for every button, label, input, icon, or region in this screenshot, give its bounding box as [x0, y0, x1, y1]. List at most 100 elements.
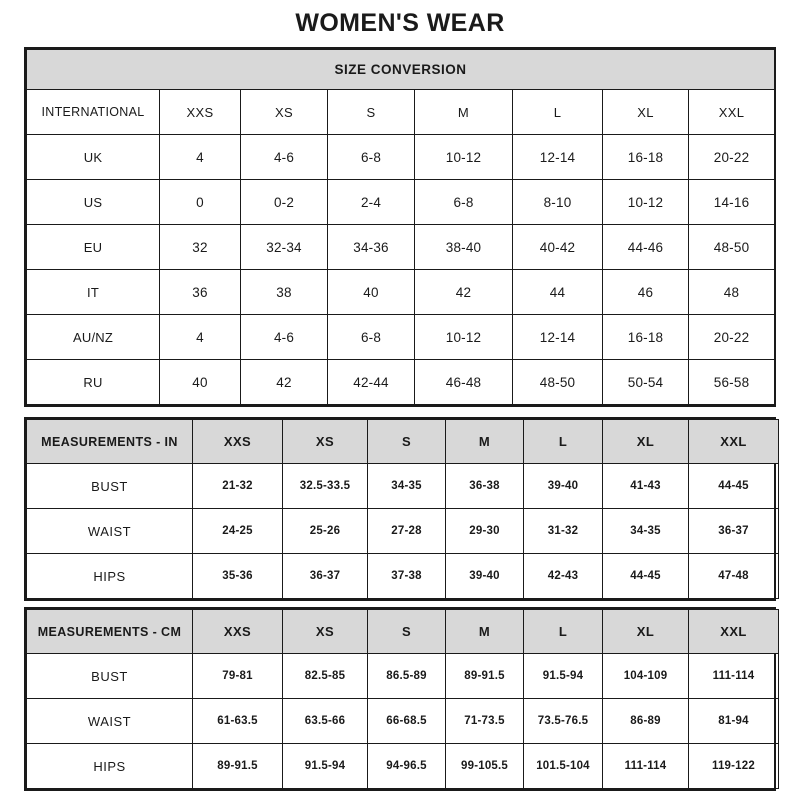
- cell: 10-12: [414, 134, 513, 180]
- cell: 4: [159, 134, 241, 180]
- cell: 82.5-85: [282, 653, 368, 699]
- row-label: HIPS: [26, 743, 193, 789]
- header-size-l: L: [523, 419, 603, 464]
- cell: 32.5-33.5: [282, 463, 368, 509]
- page-title: WOMEN'S WEAR: [295, 9, 505, 37]
- table-row: EU 32 32-34 34-36 38-40 40-42 44-46 48-5…: [26, 224, 776, 270]
- cell: 81-94: [688, 698, 779, 744]
- row-label: UK: [26, 134, 160, 180]
- row-label: HIPS: [26, 553, 193, 599]
- cell: 20-22: [687, 314, 776, 360]
- header-size-xxl: XXL: [688, 419, 779, 464]
- cell: 61-63.5: [192, 698, 283, 744]
- table-row: BUST 79-81 82.5-85 86.5-89 89-91.5 91.5-…: [26, 653, 779, 699]
- cell: 38-40: [414, 224, 513, 270]
- cell: 16-18: [602, 314, 689, 360]
- header-size-xxs: XXS: [159, 89, 241, 135]
- cell: 36-37: [282, 553, 368, 599]
- table-row: UK 4 4-6 6-8 10-12 12-14 16-18 20-22: [26, 134, 776, 180]
- row-label: RU: [26, 359, 160, 405]
- cell: 71-73.5: [445, 698, 524, 744]
- header-size-xl: XL: [602, 419, 689, 464]
- cell: 89-91.5: [192, 743, 283, 789]
- measurements-centimeters-table: MEASUREMENTS - CM XXS XS S M L XL XXL BU…: [24, 607, 779, 791]
- header-size-xs: XS: [282, 609, 368, 654]
- cell: 36: [159, 269, 241, 315]
- table-row: US 0 0-2 2-4 6-8 8-10 10-12 14-16: [26, 179, 776, 225]
- header-size-xl: XL: [602, 609, 689, 654]
- size-conversion-banner: SIZE CONVERSION: [25, 49, 776, 90]
- cell: 29-30: [445, 508, 524, 554]
- cell: 42-43: [523, 553, 603, 599]
- cell: 34-36: [327, 224, 415, 270]
- cell: 63.5-66: [282, 698, 368, 744]
- cell: 42-44: [327, 359, 415, 405]
- cell: 91.5-94: [282, 743, 368, 789]
- cell: 39-40: [523, 463, 603, 509]
- cell: 41-43: [602, 463, 689, 509]
- row-label: IT: [26, 269, 160, 315]
- table-row: IT 36 38 40 42 44 46 48: [26, 269, 776, 315]
- measurements-inches-header-row: MEASUREMENTS - IN XXS XS S M L XL XXL: [26, 419, 779, 464]
- cell: 89-91.5: [445, 653, 524, 699]
- row-label: WAIST: [26, 698, 193, 744]
- cell: 119-122: [688, 743, 779, 789]
- cell: 6-8: [327, 134, 415, 180]
- cell: 16-18: [602, 134, 689, 180]
- cell: 79-81: [192, 653, 283, 699]
- cell: 36-38: [445, 463, 524, 509]
- measurements-centimeters-header-row: MEASUREMENTS - CM XXS XS S M L XL XXL: [26, 609, 779, 654]
- size-conversion-table: SIZE CONVERSION INTERNATIONAL XXS XS S M…: [24, 47, 776, 407]
- cell: 56-58: [687, 359, 776, 405]
- row-label: BUST: [26, 653, 193, 699]
- header-size-m: M: [445, 609, 524, 654]
- cell: 25-26: [282, 508, 368, 554]
- cell: 4-6: [240, 314, 328, 360]
- header-international: INTERNATIONAL: [26, 89, 160, 135]
- cell: 111-114: [602, 743, 689, 789]
- cell: 47-48: [688, 553, 779, 599]
- cell: 42: [414, 269, 513, 315]
- cell: 34-35: [367, 463, 446, 509]
- cell: 101.5-104: [523, 743, 603, 789]
- table-row: HIPS 89-91.5 91.5-94 94-96.5 99-105.5 10…: [26, 743, 779, 789]
- cell: 42: [240, 359, 328, 405]
- cell: 40-42: [512, 224, 603, 270]
- table-row: WAIST 61-63.5 63.5-66 66-68.5 71-73.5 73…: [26, 698, 779, 744]
- cell: 66-68.5: [367, 698, 446, 744]
- cell: 94-96.5: [367, 743, 446, 789]
- header-measurements-in: MEASUREMENTS - IN: [26, 419, 193, 464]
- cell: 46-48: [414, 359, 513, 405]
- measurements-inches-grid: MEASUREMENTS - IN XXS XS S M L XL XXL BU…: [26, 419, 779, 599]
- cell: 37-38: [367, 553, 446, 599]
- cell: 99-105.5: [445, 743, 524, 789]
- measurements-centimeters-grid: MEASUREMENTS - CM XXS XS S M L XL XXL BU…: [26, 609, 779, 789]
- cell: 21-32: [192, 463, 283, 509]
- cell: 6-8: [327, 314, 415, 360]
- size-conversion-header-row: INTERNATIONAL XXS XS S M L XL XXL: [26, 89, 776, 135]
- table-row: BUST 21-32 32.5-33.5 34-35 36-38 39-40 4…: [26, 463, 779, 509]
- header-size-m: M: [414, 89, 513, 135]
- cell: 27-28: [367, 508, 446, 554]
- cell: 12-14: [512, 314, 603, 360]
- cell: 46: [602, 269, 689, 315]
- cell: 44-46: [602, 224, 689, 270]
- cell: 2-4: [327, 179, 415, 225]
- cell: 104-109: [602, 653, 689, 699]
- cell: 32: [159, 224, 241, 270]
- table-row: RU 40 42 42-44 46-48 48-50 50-54 56-58: [26, 359, 776, 405]
- header-size-xxs: XXS: [192, 609, 283, 654]
- cell: 8-10: [512, 179, 603, 225]
- cell: 4-6: [240, 134, 328, 180]
- cell: 0-2: [240, 179, 328, 225]
- cell: 10-12: [602, 179, 689, 225]
- cell: 73.5-76.5: [523, 698, 603, 744]
- cell: 35-36: [192, 553, 283, 599]
- header-size-xl: XL: [602, 89, 689, 135]
- cell: 40: [159, 359, 241, 405]
- header-size-xs: XS: [240, 89, 328, 135]
- header-size-l: L: [512, 89, 603, 135]
- cell: 20-22: [687, 134, 776, 180]
- cell: 4: [159, 314, 241, 360]
